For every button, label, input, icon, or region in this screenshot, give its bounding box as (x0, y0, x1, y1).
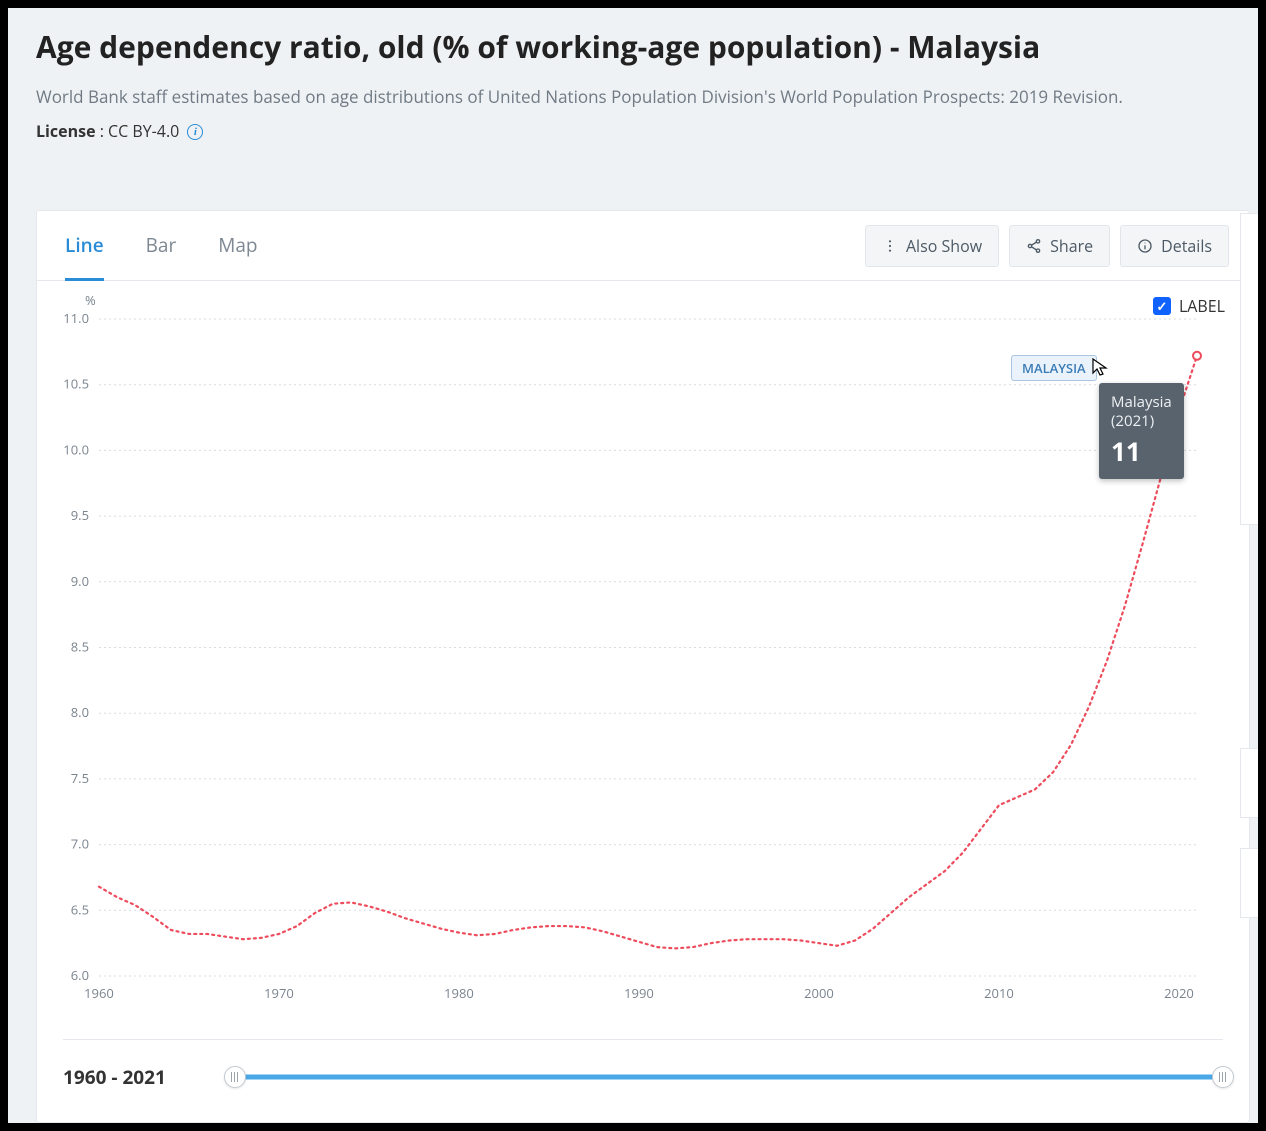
more-vertical-icon (882, 238, 898, 254)
svg-text:10.0: 10.0 (63, 440, 89, 458)
page-title: Age dependency ratio, old (% of working-… (36, 26, 1230, 67)
svg-text:1990: 1990 (624, 984, 654, 1002)
svg-text:10.5: 10.5 (63, 375, 89, 393)
scrollbar-ghost (1240, 848, 1258, 918)
svg-text:8.0: 8.0 (71, 703, 89, 721)
tooltip-year: (2021) (1111, 412, 1172, 431)
slider-handle-to[interactable] (1212, 1066, 1234, 1088)
also-show-label: Also Show (906, 235, 982, 257)
series-label-pill[interactable]: MALAYSIA (1011, 355, 1097, 381)
time-range-label: 1960 - 2021 (63, 1064, 213, 1090)
svg-text:2010: 2010 (984, 984, 1014, 1002)
svg-text:1980: 1980 (444, 984, 474, 1002)
info-icon (1137, 238, 1153, 254)
svg-text:9.0: 9.0 (71, 572, 89, 590)
scrollbar-ghost (1240, 748, 1258, 818)
share-label: Share (1050, 235, 1093, 257)
details-button[interactable]: Details (1120, 225, 1229, 267)
svg-text:11.0: 11.0 (63, 309, 89, 327)
svg-text:7.5: 7.5 (71, 769, 89, 787)
tooltip-country: Malaysia (1111, 393, 1172, 412)
line-chart-svg: 6.0 6.5 7.0 7.5 8.0 8.5 9.0 9.5 10.0 10.5 11.0% 196… (37, 283, 1249, 1026)
svg-text:1960: 1960 (84, 984, 114, 1002)
license-value: CC BY-4.0 (108, 120, 179, 142)
share-icon (1026, 238, 1042, 254)
label-toggle-text: LABEL (1179, 295, 1225, 317)
checkbox-icon[interactable] (1153, 297, 1171, 315)
svg-text:1970: 1970 (264, 984, 294, 1002)
tab-line[interactable]: Line (65, 210, 104, 281)
plot-area[interactable]: 6.0 6.5 7.0 7.5 8.0 8.5 9.0 9.5 10.0 10.5 11.0% 196… (37, 283, 1249, 1026)
chart-card: Line Bar Map Also Show Share Details (36, 210, 1250, 1123)
svg-text:6.5: 6.5 (71, 900, 89, 918)
chart-type-tabs: Line Bar Map (65, 210, 258, 281)
svg-text:7.0: 7.0 (71, 835, 89, 853)
info-icon[interactable]: i (187, 124, 203, 140)
also-show-button[interactable]: Also Show (865, 225, 999, 267)
svg-text:6.0: 6.0 (71, 966, 89, 984)
details-label: Details (1161, 235, 1212, 257)
license-label: License (36, 120, 96, 142)
svg-text:8.5: 8.5 (71, 638, 89, 656)
license-row: License : CC BY-4.0 i (36, 120, 1230, 142)
tooltip-value: 11 (1111, 435, 1172, 468)
tooltip: Malaysia (2021) 11 (1099, 383, 1184, 479)
subtitle: World Bank staff estimates based on age … (36, 85, 1230, 110)
svg-text:2000: 2000 (804, 984, 834, 1002)
svg-text:9.5: 9.5 (71, 506, 89, 524)
svg-text:2020: 2020 (1164, 984, 1194, 1002)
tab-map[interactable]: Map (218, 210, 257, 281)
svg-text:%: % (85, 291, 96, 309)
cursor-icon (1091, 357, 1111, 377)
slider-handle-from[interactable] (224, 1066, 246, 1088)
scrollbar-ghost (1240, 213, 1258, 525)
time-range-slider[interactable] (235, 1067, 1223, 1087)
label-toggle[interactable]: LABEL (1153, 295, 1225, 317)
tab-bar[interactable]: Bar (146, 210, 177, 281)
share-button[interactable]: Share (1009, 225, 1110, 267)
